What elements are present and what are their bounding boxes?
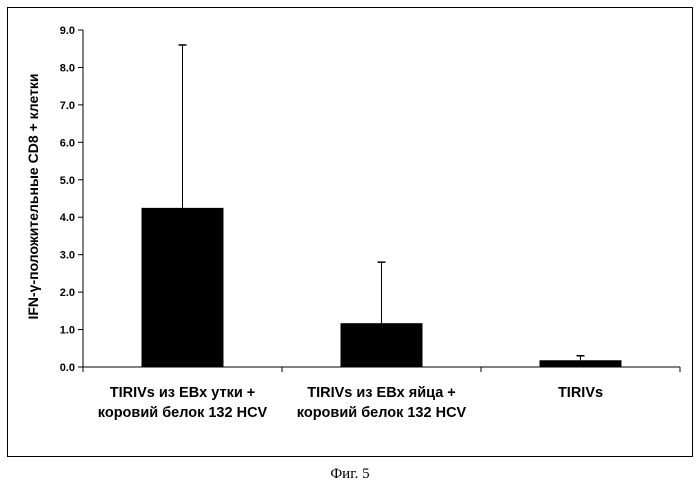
bar (141, 207, 224, 367)
figure-caption: Фиг. 5 (330, 466, 370, 482)
bar (340, 323, 423, 367)
bars (141, 207, 622, 367)
error-bars (178, 44, 585, 361)
y-tick-label: 8.0 (60, 62, 75, 74)
x-category-label: коровий белок 132 HCV (297, 405, 467, 421)
bar-chart: 0.0 1.0 2.0 3.0 4.0 5.0 6.0 7.0 8.0 9.0 TIRIVs из… (25, 25, 681, 421)
y-tick-label: 0.0 (60, 362, 75, 374)
x-category-label: TIRIVs из EBx утки + (110, 385, 256, 401)
y-tick-label: 4.0 (60, 212, 75, 224)
x-axis: TIRIVs из EBx утки + коровий белок 132 HC… (82, 366, 681, 421)
y-axis-title: IFN-γ-положительные CD8 + клетки (25, 73, 41, 319)
x-category-label: TIRIVs из EBx яйца + (307, 385, 456, 401)
y-tick-label: 7.0 (60, 100, 75, 112)
chart-frame (7, 7, 693, 457)
y-axis: 0.0 1.0 2.0 3.0 4.0 5.0 6.0 7.0 8.0 9.0 (60, 25, 84, 374)
y-tick-label: 1.0 (60, 325, 75, 337)
y-tick-label: 5.0 (60, 175, 75, 187)
x-category-label: коровий белок 132 HCV (98, 405, 268, 421)
y-tick-label: 9.0 (60, 25, 75, 37)
y-tick-label: 2.0 (60, 287, 75, 299)
y-tick-label: 3.0 (60, 250, 75, 262)
y-tick-label: 6.0 (60, 137, 75, 149)
x-category-label: TIRIVs (558, 385, 603, 401)
bar (539, 360, 622, 367)
